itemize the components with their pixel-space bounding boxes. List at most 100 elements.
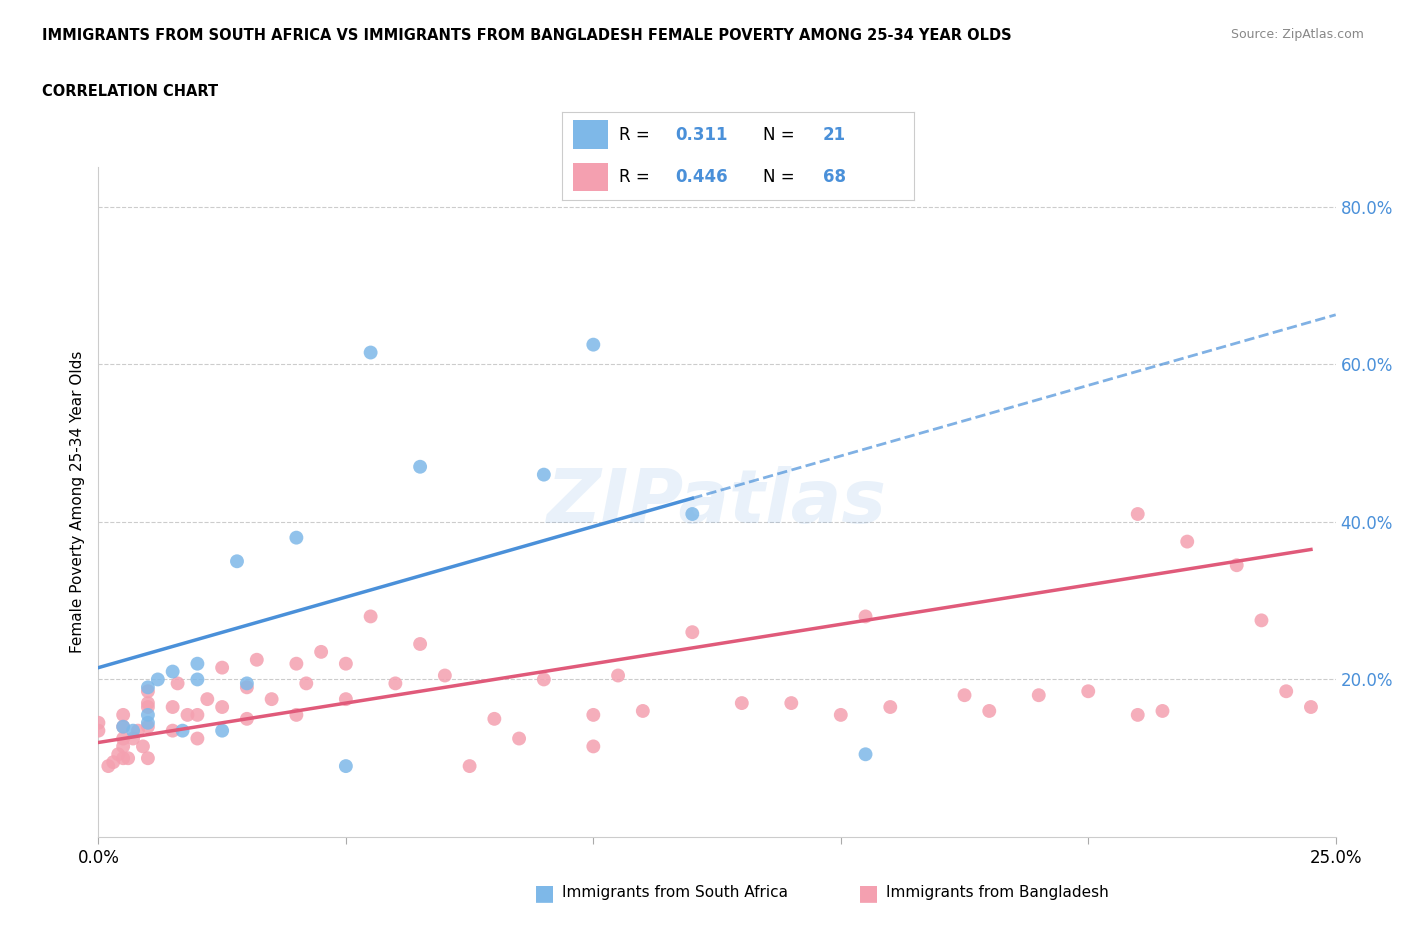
Text: ■: ■ (858, 883, 879, 903)
Point (681, 507, 703, 522)
Point (409, 459, 432, 474)
Point (731, 696, 754, 711)
Point (122, 724, 145, 738)
Bar (574, 163, 607, 192)
Bar (574, 120, 607, 149)
Point (136, 680, 159, 695)
Point (1077, 684, 1099, 698)
Point (117, 751, 139, 765)
Point (162, 724, 184, 738)
Point (582, 338, 605, 352)
Point (830, 708, 852, 723)
Point (146, 672, 169, 687)
Point (186, 672, 208, 687)
Point (112, 719, 135, 734)
Point (162, 699, 184, 714)
Point (260, 692, 283, 707)
Point (112, 731, 135, 746)
Text: Immigrants from Bangladesh: Immigrants from Bangladesh (886, 885, 1108, 900)
Point (295, 676, 318, 691)
Point (136, 684, 159, 698)
Point (484, 711, 506, 726)
Point (458, 759, 481, 774)
Point (855, 609, 877, 624)
Point (582, 708, 605, 723)
Point (136, 696, 159, 711)
Point (1275, 684, 1298, 698)
Text: CORRELATION CHART: CORRELATION CHART (42, 84, 218, 99)
Point (285, 657, 308, 671)
Point (1250, 613, 1272, 628)
Point (285, 530, 308, 545)
Point (1126, 708, 1149, 723)
Text: 21: 21 (823, 126, 845, 144)
Point (236, 711, 259, 726)
Point (409, 636, 432, 651)
Point (508, 731, 530, 746)
Point (236, 676, 259, 691)
Point (172, 724, 194, 738)
Point (166, 676, 188, 691)
Point (582, 739, 605, 754)
Point (681, 625, 703, 640)
Point (107, 747, 129, 762)
Text: N =: N = (762, 167, 800, 186)
Point (953, 688, 976, 703)
Point (360, 345, 382, 360)
Text: ZIPatlas: ZIPatlas (547, 466, 887, 538)
Point (186, 657, 208, 671)
Point (112, 719, 135, 734)
Point (176, 708, 198, 723)
Point (226, 554, 249, 569)
Point (1126, 507, 1149, 522)
Point (780, 696, 803, 711)
Point (1028, 688, 1050, 703)
Text: R =: R = (619, 126, 655, 144)
Point (136, 715, 159, 730)
Text: Immigrants from South Africa: Immigrants from South Africa (562, 885, 789, 900)
Point (879, 699, 901, 714)
Text: Source: ZipAtlas.com: Source: ZipAtlas.com (1230, 28, 1364, 41)
Point (607, 668, 630, 683)
Point (136, 751, 159, 765)
Point (112, 739, 135, 754)
Point (384, 676, 406, 691)
Point (285, 708, 308, 723)
Point (136, 699, 159, 714)
Point (855, 747, 877, 762)
Point (246, 652, 269, 667)
Text: ■: ■ (534, 883, 555, 903)
Point (1299, 699, 1322, 714)
Point (127, 724, 149, 738)
Point (979, 703, 1001, 718)
Point (211, 660, 233, 675)
Point (211, 699, 233, 714)
Text: 0.311: 0.311 (675, 126, 727, 144)
Point (631, 703, 654, 718)
Text: IMMIGRANTS FROM SOUTH AFRICA VS IMMIGRANTS FROM BANGLADESH FEMALE POVERTY AMONG : IMMIGRANTS FROM SOUTH AFRICA VS IMMIGRAN… (42, 28, 1012, 43)
Point (112, 708, 135, 723)
Point (1226, 558, 1249, 573)
Point (533, 467, 555, 482)
Point (195, 692, 218, 707)
Point (112, 751, 135, 765)
Text: R =: R = (619, 167, 655, 186)
Point (533, 672, 555, 687)
Point (97, 759, 120, 774)
Point (162, 664, 184, 679)
Point (132, 739, 155, 754)
Point (433, 668, 456, 683)
Point (136, 708, 159, 723)
Text: 68: 68 (823, 167, 845, 186)
Point (211, 724, 233, 738)
Y-axis label: Female Poverty Among 25-34 Year Olds: Female Poverty Among 25-34 Year Olds (69, 351, 84, 654)
Point (1175, 534, 1198, 549)
Point (360, 609, 382, 624)
Point (335, 759, 357, 774)
Point (186, 731, 208, 746)
Point (87, 724, 110, 738)
Point (1152, 703, 1174, 718)
Text: 0.446: 0.446 (675, 167, 727, 186)
Point (122, 731, 145, 746)
Point (103, 755, 125, 770)
